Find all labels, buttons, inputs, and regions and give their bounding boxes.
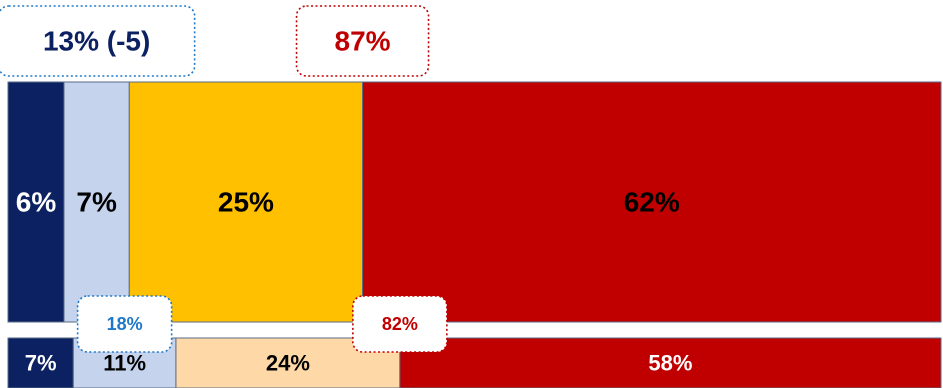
callout-box-2: [76, 295, 173, 353]
callout-label-0: 13% (-5): [43, 26, 150, 57]
bar-segment-s0-3: [362, 81, 942, 323]
bar-segment-s1-0: [7, 337, 74, 388]
callout-label-3: 82%: [382, 314, 418, 334]
bar-segment-s0-2: [128, 81, 364, 323]
callout-box-1: [295, 5, 430, 77]
callouts-layer: 13% (-5) 87% 18% 82%: [0, 5, 448, 353]
callout-label-2: 18%: [107, 314, 143, 334]
segment-label-s1-1: 11%: [103, 351, 146, 376]
callout-box-3: [352, 295, 448, 353]
segment-label-s0-2: 25%: [218, 187, 274, 218]
bar-segment-s0-0: [7, 81, 65, 323]
segment-label-s1-2: 24%: [266, 351, 310, 376]
bars-layer: [7, 81, 942, 388]
segment-label-s0-3: 62%: [624, 187, 680, 218]
bar-segment-s0-1: [63, 81, 130, 323]
callout-box-0: [0, 5, 196, 77]
segment-label-s0-0: 6%: [16, 187, 57, 218]
segment-label-s1-3: 58%: [648, 351, 692, 376]
segment-labels-layer: 6% 7% 25% 62% 7% 11% 24% 58%: [16, 187, 693, 376]
segment-label-s0-1: 7%: [76, 187, 117, 218]
segment-label-s1-0: 7%: [25, 351, 57, 376]
callout-label-1: 87%: [335, 26, 391, 57]
bar-segment-s1-3: [399, 337, 942, 388]
